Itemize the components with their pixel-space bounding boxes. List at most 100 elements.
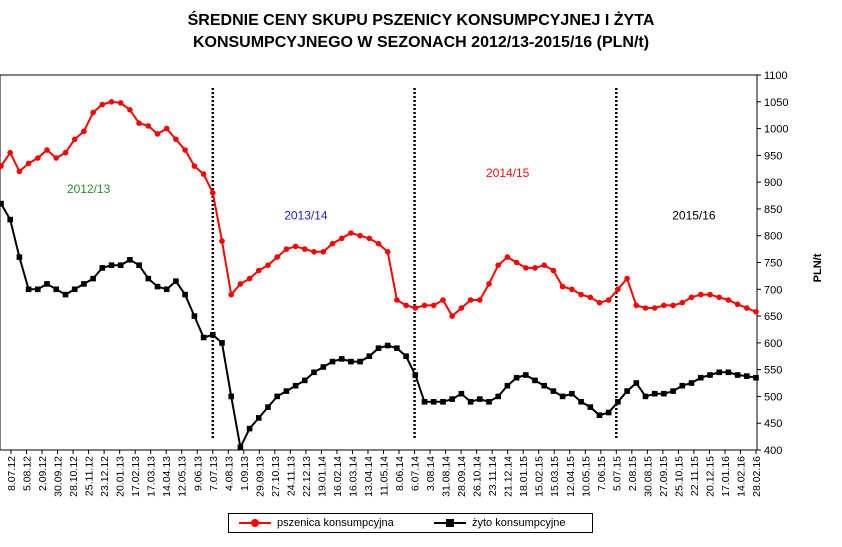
data-point-wheat bbox=[624, 275, 630, 282]
data-point-rye bbox=[412, 372, 419, 378]
data-point-rye bbox=[338, 356, 345, 362]
data-point-wheat bbox=[246, 275, 253, 282]
data-point-rye bbox=[642, 393, 649, 400]
data-point-wheat bbox=[412, 305, 419, 311]
y-tick-label: 650 bbox=[764, 311, 782, 323]
data-point-wheat bbox=[7, 149, 13, 156]
data-point-rye bbox=[753, 374, 759, 381]
x-tick-label: 16.02.14 bbox=[332, 456, 344, 497]
data-point-wheat bbox=[163, 125, 170, 132]
x-tick-label: 8.06.14 bbox=[394, 456, 406, 491]
y-tick-label: 550 bbox=[764, 365, 782, 377]
data-point-rye bbox=[357, 358, 363, 365]
season-dividers bbox=[211, 88, 618, 438]
data-point-wheat bbox=[651, 305, 658, 311]
data-point-wheat bbox=[0, 163, 4, 169]
data-point-rye bbox=[320, 364, 327, 370]
data-point-wheat bbox=[596, 299, 603, 306]
data-point-wheat bbox=[486, 281, 492, 287]
x-tick-label: 14.04.13 bbox=[161, 456, 173, 497]
y-tick-label: 700 bbox=[764, 284, 782, 296]
data-point-rye bbox=[16, 254, 23, 260]
data-point-wheat bbox=[329, 240, 336, 247]
data-point-wheat bbox=[136, 120, 142, 126]
x-tick-label: 22.11.15 bbox=[689, 456, 701, 496]
data-point-rye bbox=[477, 396, 483, 402]
data-point-wheat bbox=[734, 301, 741, 308]
data-point-rye bbox=[71, 286, 78, 293]
x-tick-label: 12.04.15 bbox=[565, 456, 577, 497]
data-point-wheat bbox=[154, 131, 161, 137]
data-point-wheat bbox=[642, 305, 649, 311]
data-point-rye bbox=[348, 358, 354, 365]
data-point-rye bbox=[292, 382, 299, 389]
x-tick-label: 5.08.12 bbox=[22, 456, 34, 491]
y-tick-label: 950 bbox=[764, 150, 782, 162]
data-point-rye bbox=[467, 399, 474, 405]
data-point-wheat bbox=[587, 294, 594, 301]
data-point-wheat bbox=[559, 283, 566, 290]
series-line-wheat bbox=[0, 100, 757, 318]
data-point-rye bbox=[25, 286, 32, 293]
data-point-wheat bbox=[467, 297, 474, 303]
data-point-wheat bbox=[182, 147, 188, 153]
data-point-wheat bbox=[311, 249, 317, 255]
y-tick-label: 450 bbox=[764, 418, 782, 430]
data-point-wheat bbox=[605, 297, 612, 303]
data-point-rye bbox=[228, 393, 234, 400]
data-point-wheat bbox=[578, 291, 584, 298]
data-point-wheat bbox=[523, 265, 529, 271]
data-point-wheat bbox=[688, 294, 695, 301]
x-tick-label: 13.04.14 bbox=[363, 456, 375, 497]
legend-item-rye: żyto konsumpcyjne bbox=[434, 517, 566, 529]
x-tick-label: 7.06.15 bbox=[596, 456, 608, 491]
data-point-wheat bbox=[477, 297, 483, 303]
data-point-rye bbox=[615, 399, 621, 405]
x-axis: 8.07.12 5.08.12 2.09.12 30.09.12 28.10.12 25.… bbox=[6, 450, 763, 497]
x-tick-label: 30.08.15 bbox=[642, 456, 654, 497]
data-point-wheat bbox=[173, 136, 179, 143]
data-point-rye bbox=[311, 369, 317, 376]
data-point-rye bbox=[651, 390, 658, 397]
y-tick-label: 1050 bbox=[764, 97, 788, 109]
data-point-wheat bbox=[127, 107, 133, 113]
data-point-rye bbox=[154, 283, 161, 290]
x-tick-label: 23.12.12 bbox=[99, 456, 111, 497]
data-point-rye bbox=[679, 382, 686, 389]
data-point-rye bbox=[302, 377, 308, 384]
data-point-rye bbox=[283, 388, 290, 394]
legend-marker-circle-icon bbox=[251, 519, 259, 527]
data-point-wheat bbox=[90, 109, 96, 116]
data-point-rye bbox=[495, 393, 501, 400]
data-point-wheat bbox=[274, 254, 281, 260]
data-point-wheat bbox=[384, 249, 391, 255]
season-labels: 2012/13 2013/14 2014/15 2015/16 bbox=[67, 166, 716, 223]
data-point-rye bbox=[145, 275, 152, 282]
data-point-rye bbox=[53, 286, 59, 293]
data-point-rye bbox=[430, 399, 437, 405]
x-tick-label: 23.11.14 bbox=[487, 456, 499, 496]
data-point-rye bbox=[7, 216, 13, 223]
data-point-wheat bbox=[283, 246, 290, 252]
x-tick-label: 6.07.14 bbox=[410, 456, 422, 491]
data-point-rye bbox=[265, 404, 271, 410]
season-label: 2013/14 bbox=[284, 209, 328, 223]
data-point-rye bbox=[596, 412, 603, 418]
x-tick-label: 11.05.14 bbox=[379, 456, 391, 496]
data-point-rye bbox=[173, 278, 179, 284]
x-tick-label: 20.01.13 bbox=[115, 456, 127, 497]
x-tick-label: 4.08.13 bbox=[223, 456, 235, 491]
data-point-rye bbox=[136, 262, 142, 268]
data-point-wheat bbox=[375, 240, 382, 247]
data-point-wheat bbox=[513, 259, 520, 266]
data-point-rye bbox=[578, 399, 584, 405]
data-point-wheat bbox=[117, 100, 124, 106]
data-point-wheat bbox=[495, 262, 502, 269]
x-tick-label: 28.09.14 bbox=[456, 456, 468, 497]
y-axis: 400 450 500 550 600 650 700 750 800 850 900 950 1000… bbox=[757, 70, 788, 457]
x-tick-label: 30.09.12 bbox=[53, 456, 65, 497]
y-tick-label: 1100 bbox=[764, 70, 788, 82]
data-point-rye bbox=[725, 369, 732, 376]
x-tick-label: 20.12.15 bbox=[704, 456, 716, 497]
data-point-wheat bbox=[210, 190, 216, 196]
